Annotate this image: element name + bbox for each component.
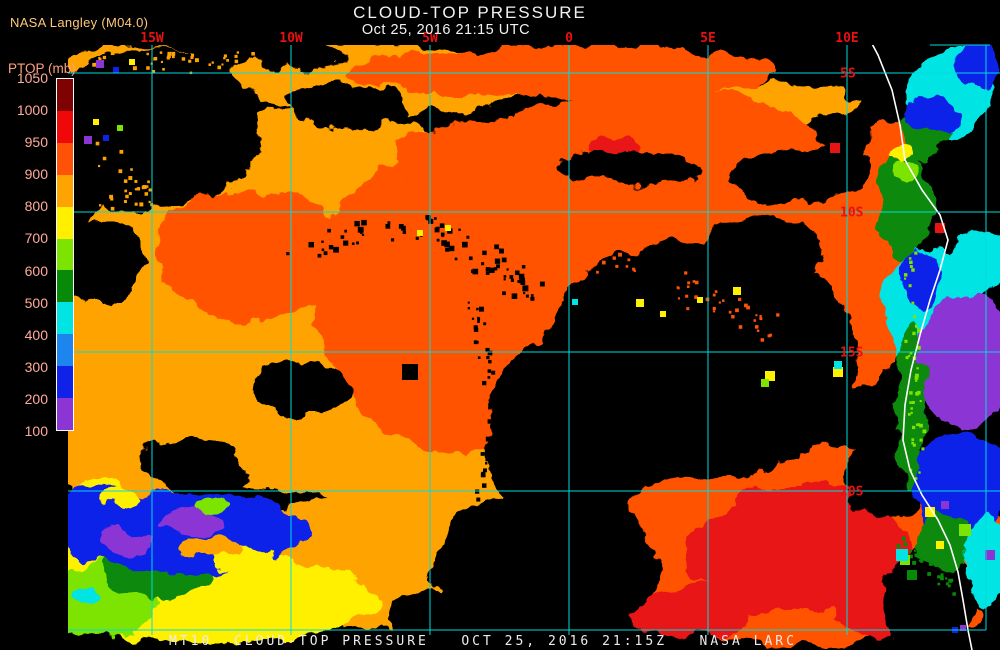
colorbar-tick: 900 [24, 166, 48, 183]
colorbar-segment-1 [57, 110, 73, 143]
colorbar-title: PTOP (mb) [8, 61, 76, 76]
latitude-label: 20S [840, 485, 864, 500]
colorbar-tick: 400 [24, 326, 48, 343]
coastline [871, 45, 973, 650]
colorbar-segment-4 [57, 206, 73, 239]
colorbar-tick: 100 [24, 423, 48, 439]
source-label: NASA Langley (M04.0) [10, 15, 149, 30]
page-title: CLOUD-TOP PRESSURE [353, 3, 587, 22]
colorbar-tick: 1000 [16, 102, 48, 119]
colorbar-tick: 950 [24, 134, 48, 151]
colorbar-tick: 500 [24, 294, 48, 311]
colorbar-tick: 700 [24, 230, 48, 247]
latitude-label: 15S [840, 346, 864, 361]
colorbar-tick: 1050 [16, 70, 48, 86]
longitude-label: 10W [279, 31, 303, 46]
longitude-label: 5E [700, 31, 716, 46]
footer-caption: MT10 CLOUD-TOP PRESSURE OCT 25, 2016 21:… [169, 634, 797, 649]
colorbar-tick: 300 [24, 358, 48, 375]
cloud-specks [84, 59, 995, 633]
longitude-label: 10E [835, 31, 858, 46]
colorbar-tick: 200 [24, 390, 48, 407]
latitude-label: 10S [840, 206, 864, 221]
latitude-label: 5S [840, 67, 856, 82]
colorbar-segment-6 [57, 270, 73, 303]
colorbar [56, 78, 74, 431]
colorbar-segment-5 [57, 238, 73, 271]
colorbar-segment-7 [57, 302, 73, 335]
colorbar-segment-2 [57, 142, 73, 175]
colorbar-segment-8 [57, 334, 73, 367]
longitude-label: 5W [422, 31, 438, 46]
colorbar-tick: 600 [24, 262, 48, 279]
timestamp-subtitle: Oct 25, 2016 21:15 UTC [361, 22, 531, 38]
colorbar-tick: 800 [24, 198, 48, 215]
latlon-gridlines [68, 44, 1000, 635]
colorbar-segment-3 [57, 174, 73, 207]
colorbar-segment-10 [57, 398, 73, 430]
latlon-grid-labels: 15W 10W 5W 0 5E 10E 5S 10S 15S 20S [140, 31, 863, 500]
longitude-label: 0 [565, 31, 573, 46]
colorbar-segment-0 [57, 79, 73, 111]
longitude-label: 15W [140, 31, 164, 46]
colorbar-segment-9 [57, 366, 73, 399]
